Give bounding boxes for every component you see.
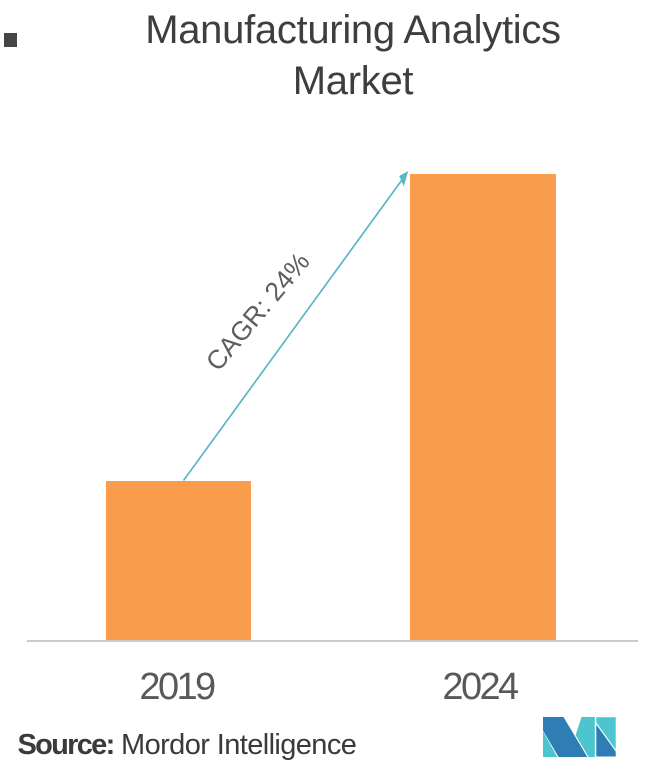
svg-text:CAGR: 24%: CAGR: 24% bbox=[200, 247, 316, 377]
